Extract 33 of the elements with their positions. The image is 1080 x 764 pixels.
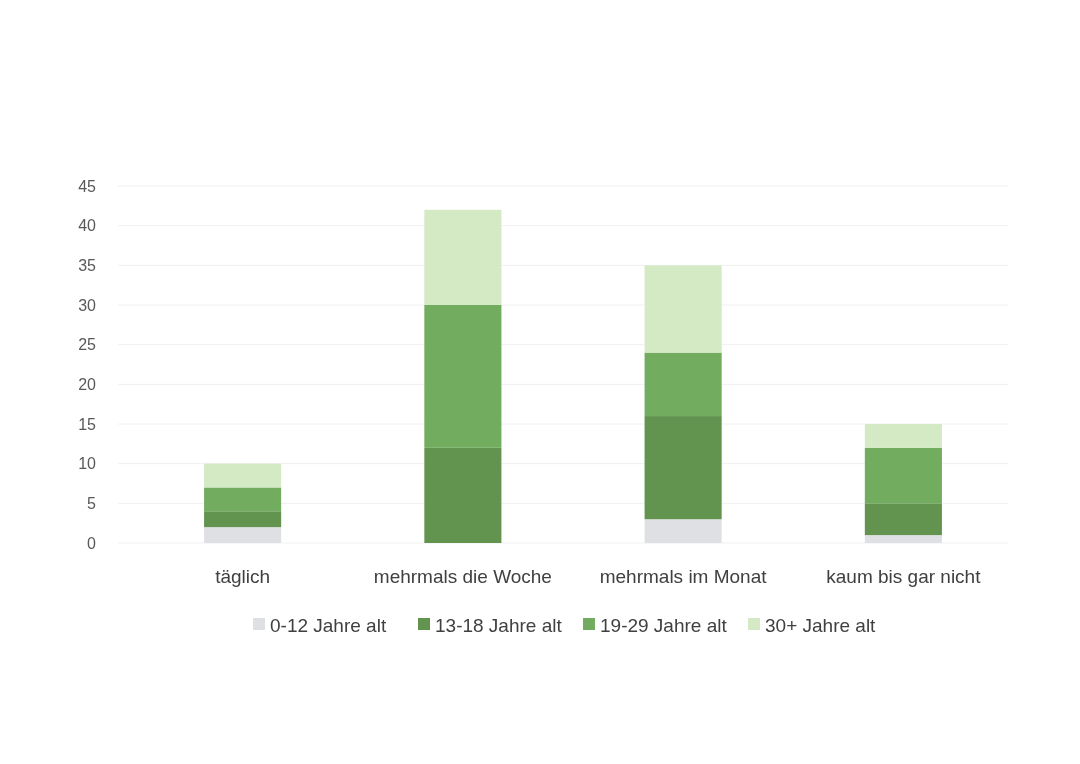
y-tick-label: 40	[78, 217, 97, 235]
legend-label: 0-12 Jahre alt	[270, 614, 387, 636]
bar	[204, 463, 282, 488]
legend-label: 13-18 Jahre alt	[435, 614, 563, 636]
legend-label: 19-29 Jahre alt	[600, 614, 728, 636]
bar	[644, 265, 722, 353]
x-tick-label: täglich	[215, 566, 271, 587]
bar	[864, 447, 942, 504]
y-tick-label: 20	[78, 375, 97, 393]
bar	[864, 503, 942, 536]
bar	[204, 487, 282, 512]
legend-label: 30+ Jahre alt	[765, 614, 877, 636]
y-tick-label: 0	[87, 534, 97, 552]
x-tick-label: kaum bis gar nicht	[826, 566, 982, 587]
x-tick-label: mehrmals die Woche	[373, 566, 552, 587]
y-tick-label: 10	[78, 455, 97, 473]
y-tick-label: 30	[78, 296, 97, 314]
bar	[864, 535, 942, 543]
bar	[644, 416, 722, 520]
bar	[424, 305, 502, 448]
y-tick-label: 25	[78, 336, 97, 354]
bar	[424, 447, 502, 543]
bar	[424, 209, 502, 305]
bar	[204, 527, 282, 543]
y-tick-label: 15	[78, 415, 97, 433]
bar	[864, 424, 942, 448]
y-tick-label: 5	[87, 494, 97, 512]
y-tick-label: 45	[78, 177, 97, 195]
bar	[644, 352, 722, 417]
bar	[644, 519, 722, 543]
x-tick-label: mehrmals im Monat	[599, 566, 768, 587]
bar	[204, 511, 282, 528]
y-tick-label: 35	[78, 256, 97, 274]
